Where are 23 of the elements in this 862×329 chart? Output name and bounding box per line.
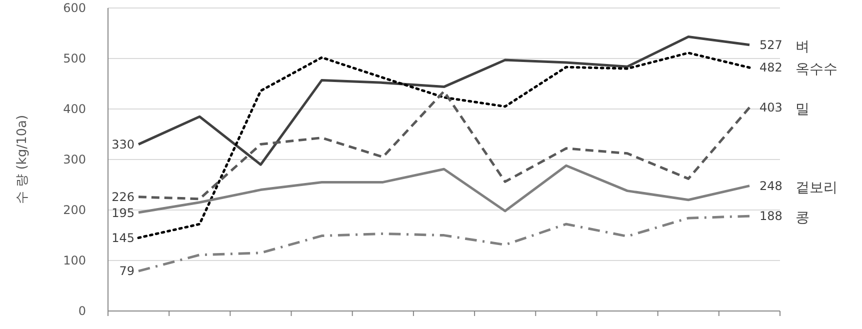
y-tick-label: 400 bbox=[63, 102, 86, 116]
text: 콩 bbox=[795, 210, 810, 226]
text: 옥수수 bbox=[795, 62, 838, 78]
y-tick-label: 100 bbox=[63, 254, 86, 268]
text: 벼 bbox=[795, 38, 810, 55]
text: 밀 bbox=[795, 101, 810, 118]
data-label: 330 bbox=[112, 137, 135, 152]
y-tick-label: 500 bbox=[63, 52, 86, 66]
y-tick-label: 200 bbox=[63, 203, 86, 217]
data-label: 527 bbox=[759, 38, 782, 52]
text: 겉보리 bbox=[795, 180, 838, 196]
y-axis-title: 수 량 (kg/10a) bbox=[15, 114, 30, 204]
data-label: 79 bbox=[119, 264, 135, 278]
data-label: 403 bbox=[759, 100, 782, 114]
data-label: 248 bbox=[759, 178, 782, 193]
data-label: 482 bbox=[759, 60, 782, 75]
y-tick-label: 300 bbox=[63, 152, 86, 166]
y-tick-label: 0 bbox=[78, 304, 86, 318]
data-label: 226 bbox=[112, 190, 135, 204]
data-label: 188 bbox=[759, 209, 782, 224]
y-tick-label: 600 bbox=[63, 1, 86, 15]
data-label: 145 bbox=[112, 230, 135, 245]
data-label: 195 bbox=[112, 206, 135, 220]
